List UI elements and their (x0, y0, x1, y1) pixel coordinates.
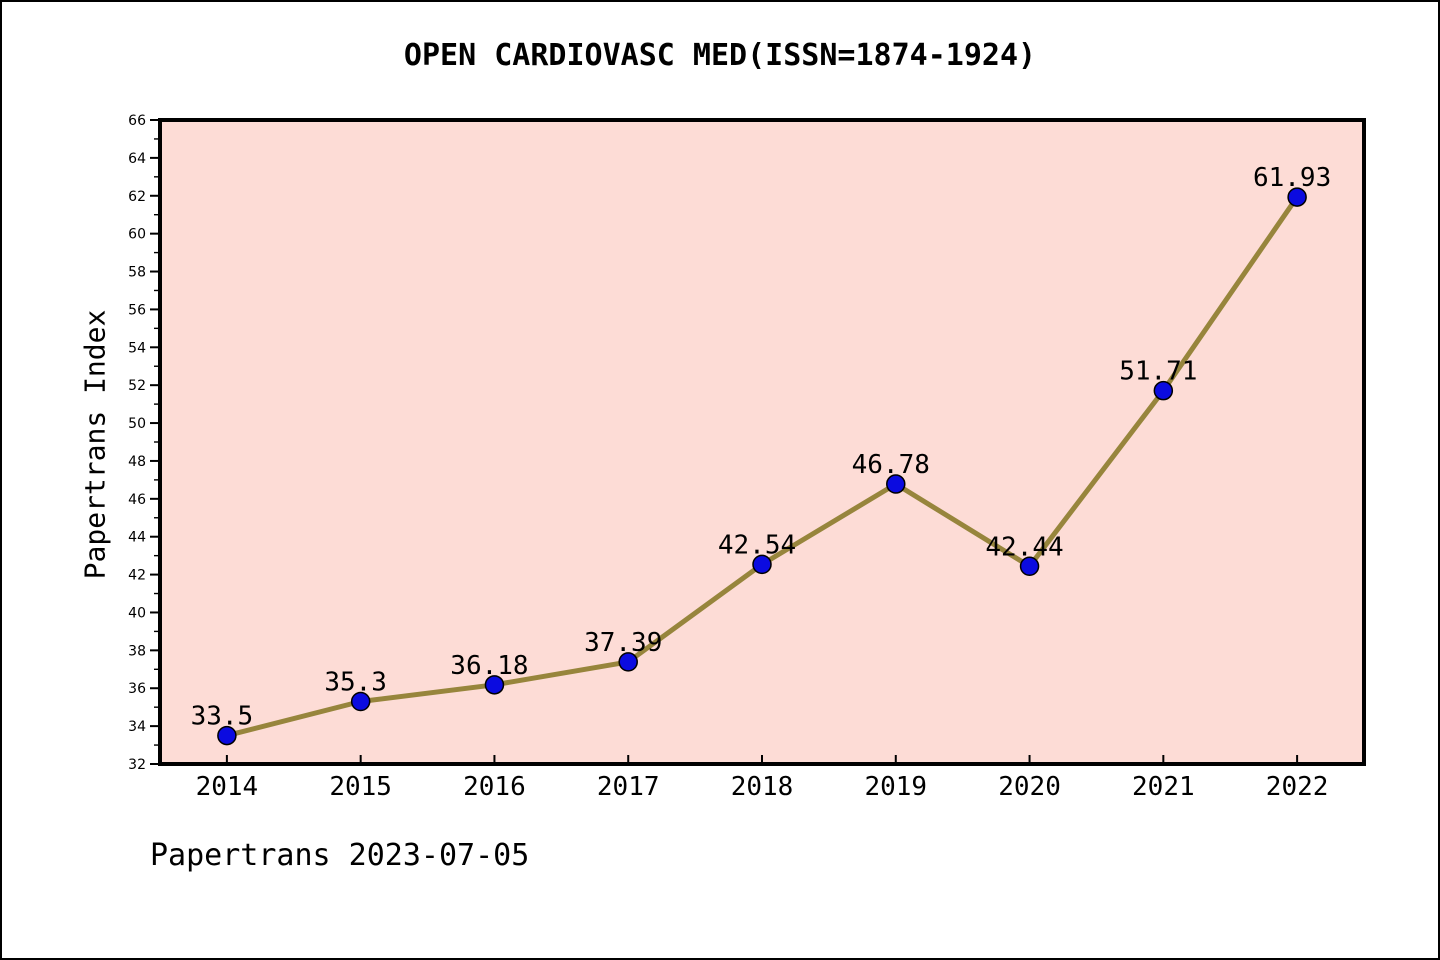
y-tick-label: 34 (128, 719, 146, 735)
x-tick-label: 2020 (998, 772, 1061, 802)
data-point-label: 36.18 (450, 651, 528, 681)
data-point (886, 474, 906, 494)
data-point (350, 691, 371, 712)
y-tick-label: 58 (128, 265, 146, 281)
x-tick-label: 2021 (1132, 772, 1195, 802)
x-tick-label: 2022 (1266, 772, 1329, 802)
data-point (1287, 187, 1307, 207)
y-tick-label: 40 (128, 605, 146, 621)
data-point-label: 46.78 (852, 450, 930, 480)
x-tick-label: 2016 (463, 772, 526, 802)
y-tick-label: 46 (128, 492, 146, 508)
y-tick-label: 52 (128, 378, 146, 394)
data-point-label: 61.93 (1253, 163, 1331, 193)
data-point (217, 725, 237, 746)
y-tick-label: 62 (128, 189, 146, 205)
y-tick-label: 66 (128, 113, 146, 129)
data-point (752, 554, 772, 575)
data-point-label: 51.71 (1119, 357, 1197, 387)
y-tick-label: 48 (128, 454, 146, 470)
y-tick-label: 38 (128, 643, 146, 659)
x-tick-label: 2017 (597, 772, 660, 802)
data-point-label: 37.39 (584, 628, 662, 658)
axes-spines (158, 118, 1366, 766)
data-point (1153, 380, 1174, 401)
y-tick-label: 44 (128, 530, 146, 546)
y-tick-label: 42 (128, 568, 146, 584)
footer-watermark: Papertrans 2023-07-05 (150, 838, 530, 873)
y-tick-label: 60 (128, 227, 146, 243)
y-tick-label: 64 (128, 151, 146, 167)
y-tick-label: 56 (128, 302, 146, 318)
y-tick-label: 54 (128, 340, 146, 356)
x-tick-label: 2015 (329, 772, 392, 802)
chart-title: OPEN CARDIOVASC MED(ISSN=1874-1924) (403, 38, 1037, 73)
data-point (484, 675, 505, 695)
x-tick-label: 2019 (864, 772, 927, 802)
data-point-label: 33.5 (191, 702, 254, 732)
data-point-label: 42.54 (718, 530, 796, 560)
y-tick-label: 32 (128, 757, 146, 773)
x-tick-label: 2018 (731, 772, 794, 802)
data-point (618, 652, 638, 672)
x-tick-label: 2014 (196, 772, 259, 802)
data-point (1019, 556, 1040, 577)
plot-background (160, 120, 1364, 764)
y-tick-label: 50 (128, 416, 146, 432)
data-point-label: 42.44 (985, 532, 1063, 562)
data-point-label: 35.3 (324, 667, 387, 697)
y-tick-label: 36 (128, 681, 146, 697)
